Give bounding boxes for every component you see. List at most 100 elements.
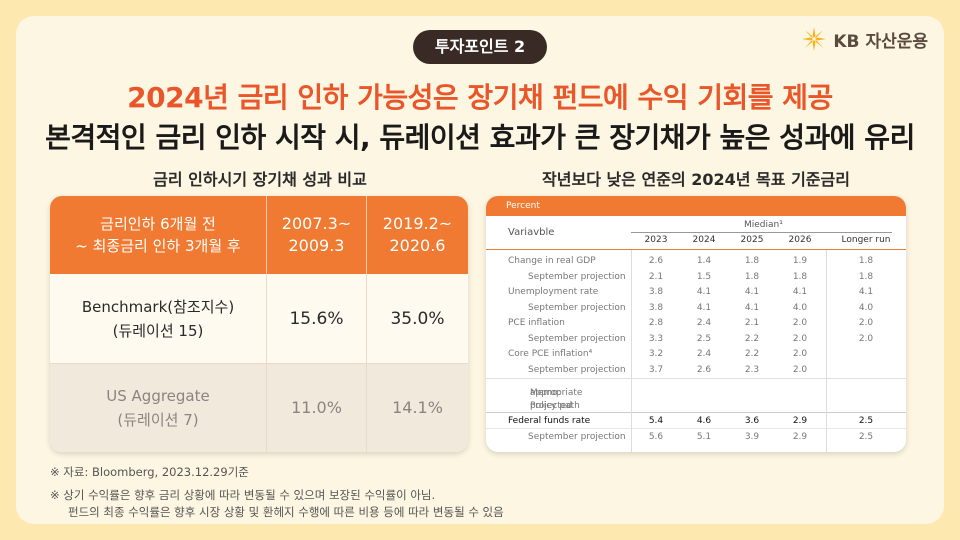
- row-value: 4.1: [696, 302, 712, 313]
- right-subtitle: 작년보다 낮은 연준의 2024년 목표 기준금리: [542, 170, 850, 189]
- row-value: 2.2: [744, 349, 760, 359]
- row-value: 3.8: [648, 302, 664, 313]
- row-value: 3.2: [648, 349, 664, 359]
- row-value: 1.8: [858, 256, 874, 266]
- row-value: 2.2: [744, 333, 760, 344]
- row-value: 1.8: [744, 271, 760, 282]
- row-value: 2.0: [858, 333, 874, 344]
- long-bond-performance-table: 금리인하 6개월 전 ~ 최종금리 인하 3개월 후 2007.3~ 2009.3 …: [50, 196, 468, 452]
- row-name-cell: Benchmark(참조지수) (듀레이션 15): [81, 297, 235, 340]
- header-2007-cell: 2007.3~ 2009.3: [266, 196, 366, 274]
- row-value: 3.8: [648, 287, 664, 297]
- row-value: 1.9: [792, 256, 808, 266]
- row-value: 2.4: [696, 318, 712, 328]
- row-label: September projection: [528, 302, 626, 313]
- year-header: 2025: [740, 235, 764, 245]
- left-subtitle: 금리 인하시기 장기채 성과 비교: [153, 170, 367, 189]
- row-label: September projection: [528, 333, 626, 344]
- table-row: September projection 3.7 2.6 2.3 2.0: [486, 363, 906, 379]
- percent-label: Percent: [486, 196, 906, 216]
- row-value: 2.4: [696, 349, 712, 359]
- row-value: 4.1: [744, 287, 760, 297]
- row-label: September projection: [528, 432, 626, 442]
- row-value: 2.0: [858, 318, 874, 328]
- source-note: ※ 자료: Bloomberg, 2023.12.29기준: [50, 465, 249, 479]
- row-value: 1.8: [858, 271, 874, 282]
- row-value: 3.7: [648, 364, 664, 375]
- row-value: 2.5: [858, 432, 874, 442]
- column-divider: [826, 250, 827, 452]
- median-divider: [631, 232, 892, 233]
- row-value: 3.6: [744, 416, 760, 426]
- row-value: 4.0: [792, 302, 808, 313]
- row-value: 2.0: [792, 364, 808, 375]
- column-divider: [631, 250, 632, 452]
- table-row: September projection 5.6 5.1 3.9 2.9 2.5: [486, 428, 906, 444]
- value-cell: 15.6%: [266, 274, 366, 363]
- table-row: September projection 2.1 1.5 1.8 1.8 1.8: [486, 270, 906, 286]
- table-row: Change in real GDP 2.6 1.4 1.8 1.9 1.8: [486, 254, 906, 270]
- fed-projection-table: Percent Variavble Miedian¹ 2023 2024 202…: [486, 196, 906, 452]
- row-value: 5.1: [696, 432, 712, 442]
- year-header: Longer run: [841, 235, 891, 245]
- row-value: 2.8: [648, 318, 664, 328]
- row-value: 3.9: [744, 432, 760, 442]
- row-label: Core PCE inflation⁴: [508, 349, 593, 359]
- variable-header: Variavble: [508, 227, 555, 238]
- kb-star-icon: [802, 27, 827, 51]
- row-name-cell: US Aggregate (듀레이션 7): [106, 387, 210, 429]
- row-value: 2.5: [696, 333, 712, 344]
- row-value: 2.6: [696, 364, 712, 375]
- projection-rows: Change in real GDP 2.6 1.4 1.8 1.9 1.8 Septemb…: [486, 250, 906, 378]
- row-value: 2.1: [744, 318, 760, 328]
- row-value: 1.8: [744, 256, 760, 266]
- row-label: Federal funds rate: [508, 416, 591, 426]
- row-value: 3.3: [648, 333, 664, 344]
- kb-logo: KB 자산운용: [801, 26, 928, 52]
- row-value: 5.6: [648, 432, 664, 442]
- row-label: PCE inflation: [508, 318, 565, 328]
- table-row-benchmark: Benchmark(참조지수) (듀레이션 15) 15.6% 35.0%: [50, 274, 468, 364]
- logo-text: KB 자산운용: [833, 31, 928, 52]
- table-row-us-aggregate: US Aggregate (듀레이션 7) 11.0% 14.1%: [50, 364, 468, 452]
- row-value: 2.0: [792, 333, 808, 344]
- projection-header: Variavble Miedian¹ 2023 2024 2025 2026 L…: [486, 216, 906, 250]
- row-label: Unemployment rate: [508, 287, 599, 297]
- row-value: 5.4: [648, 416, 664, 426]
- table-row: Core PCE inflation⁴ 3.2 2.4 2.2 2.0: [486, 347, 906, 363]
- row-value: 4.6: [696, 416, 712, 426]
- year-header: 2024: [692, 235, 716, 245]
- year-header: 2026: [788, 235, 812, 245]
- headline-black: 본격적인 금리 인하 시작 시, 듀레이션 효과가 큰 장기채가 높은 성과에 …: [45, 121, 915, 154]
- value-cell: 11.0%: [266, 364, 366, 452]
- table-row: Unemployment rate 3.8 4.1 4.1 4.1 4.1: [486, 285, 906, 301]
- median-header: Miedian¹: [744, 220, 783, 230]
- year-header: 2023: [644, 235, 668, 245]
- table-row: September projection 3.8 4.1 4.1 4.0 4.0: [486, 301, 906, 317]
- row-value: 2.6: [648, 256, 664, 266]
- section-badge: 투자포인트 2: [413, 30, 547, 64]
- row-value: 4.1: [696, 287, 712, 297]
- header-period-cell: 금리인하 6개월 전 ~ 최종금리 인하 3개월 후: [75, 215, 241, 255]
- disclaimer-note: ※ 상기 수익률은 향후 금리 상황에 따라 변동될 수 있으며 보장된 수익률…: [50, 488, 436, 502]
- row-label: Change in real GDP: [508, 256, 596, 266]
- row-value: 2.0: [792, 318, 808, 328]
- row-value: 1.5: [696, 271, 712, 282]
- table-row: Federal funds rate 5.4 4.6 3.6 2.9 2.5: [486, 412, 906, 428]
- memo-row: Memo: Projected appropriate policy path: [486, 378, 906, 412]
- row-label: September projection: [528, 364, 626, 375]
- row-value: 4.1: [744, 302, 760, 313]
- footnotes: ※ 자료: Bloomberg, 2023.12.29기준 ※ 상기 수익률은 …: [50, 464, 504, 521]
- row-value: 4.1: [792, 287, 808, 297]
- row-value: 2.9: [792, 416, 808, 426]
- header-2019-cell: 2019.2~ 2020.6: [366, 196, 468, 274]
- table-header-row: 금리인하 6개월 전 ~ 최종금리 인하 3개월 후 2007.3~ 2009.3 …: [50, 196, 468, 274]
- row-value: 4.0: [858, 302, 874, 313]
- row-value: 2.5: [858, 416, 874, 426]
- row-value: 1.4: [696, 256, 712, 266]
- value-cell: 35.0%: [366, 274, 468, 363]
- row-value: 2.9: [792, 432, 808, 442]
- row-value: 2.0: [792, 349, 808, 359]
- table-row: PCE inflation 2.8 2.4 2.1 2.0 2.0: [486, 316, 906, 332]
- disclaimer-note-continued: 펀드의 최종 수익률은 향후 시장 상황 및 환헤지 수행에 따른 비용 등에 …: [68, 505, 504, 519]
